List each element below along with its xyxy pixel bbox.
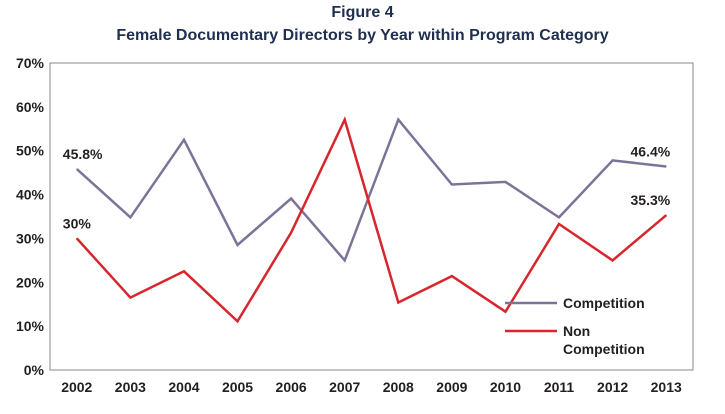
x-tick-label: 2012 [597, 379, 628, 395]
data-label: 46.4% [631, 144, 671, 160]
x-tick-label: 2006 [276, 379, 307, 395]
data-point [504, 181, 506, 183]
data-point [183, 270, 185, 272]
data-point [290, 198, 292, 200]
y-tick-label: 20% [16, 274, 45, 290]
x-tick-label: 2004 [168, 379, 199, 395]
x-tick-label: 2005 [222, 379, 253, 395]
data-label: 45.8% [63, 146, 103, 162]
data-point [451, 275, 453, 277]
legend: Competition Non Competition [505, 295, 645, 357]
data-point [237, 320, 239, 322]
data-point [397, 301, 399, 303]
data-point [451, 183, 453, 185]
data-label: 30% [63, 215, 92, 231]
plot-frame [49, 62, 694, 371]
x-tick-label: 2003 [115, 379, 146, 395]
data-point [558, 216, 560, 218]
x-tick-label: 2008 [383, 379, 414, 395]
y-tick-label: 0% [24, 362, 45, 378]
data-point [558, 223, 560, 225]
series-line-competition [75, 117, 667, 263]
data-point [76, 237, 78, 239]
data-point [612, 159, 614, 161]
data-point [290, 232, 292, 234]
x-tick-label: 2009 [436, 379, 467, 395]
x-tick-label: 2007 [329, 379, 360, 395]
y-tick-label: 70% [16, 55, 45, 71]
data-label: 35.3% [631, 192, 671, 208]
data-point [504, 311, 506, 313]
data-labels: 45.8% 46.4% 30% 35.3% [63, 144, 671, 232]
x-tick-label: 2010 [490, 379, 521, 395]
data-point [665, 214, 667, 216]
data-point [665, 166, 667, 168]
data-point [237, 244, 239, 246]
y-tick-label: 10% [16, 318, 45, 334]
x-tick-label: 2002 [61, 379, 92, 395]
legend-label: Non [563, 323, 590, 339]
data-point [129, 216, 131, 218]
data-point [344, 119, 346, 121]
data-point [397, 119, 399, 121]
data-point [612, 259, 614, 261]
data-point [129, 297, 131, 299]
figure-label: Figure 4 [331, 4, 394, 21]
series-lines [75, 116, 668, 324]
chart-title: Female Documentary Directors by Year wit… [116, 27, 609, 44]
legend-label: Competition [563, 295, 645, 311]
data-point [344, 259, 346, 261]
series-line-non-competition [75, 116, 668, 324]
y-tick-label: 50% [16, 143, 45, 159]
x-tick-label: 2011 [544, 379, 575, 395]
legend-label: Competition [563, 341, 645, 357]
y-tick-label: 30% [16, 230, 45, 246]
data-point [183, 139, 185, 141]
x-tick-label: 2013 [651, 379, 682, 395]
axis-ticks: 0% 10% 20% 30% 40% 50% 60% 70% 2002 2003 2004 2005 2… [16, 55, 682, 395]
y-tick-label: 60% [16, 99, 45, 115]
y-tick-label: 40% [16, 187, 45, 203]
data-point [76, 168, 78, 170]
